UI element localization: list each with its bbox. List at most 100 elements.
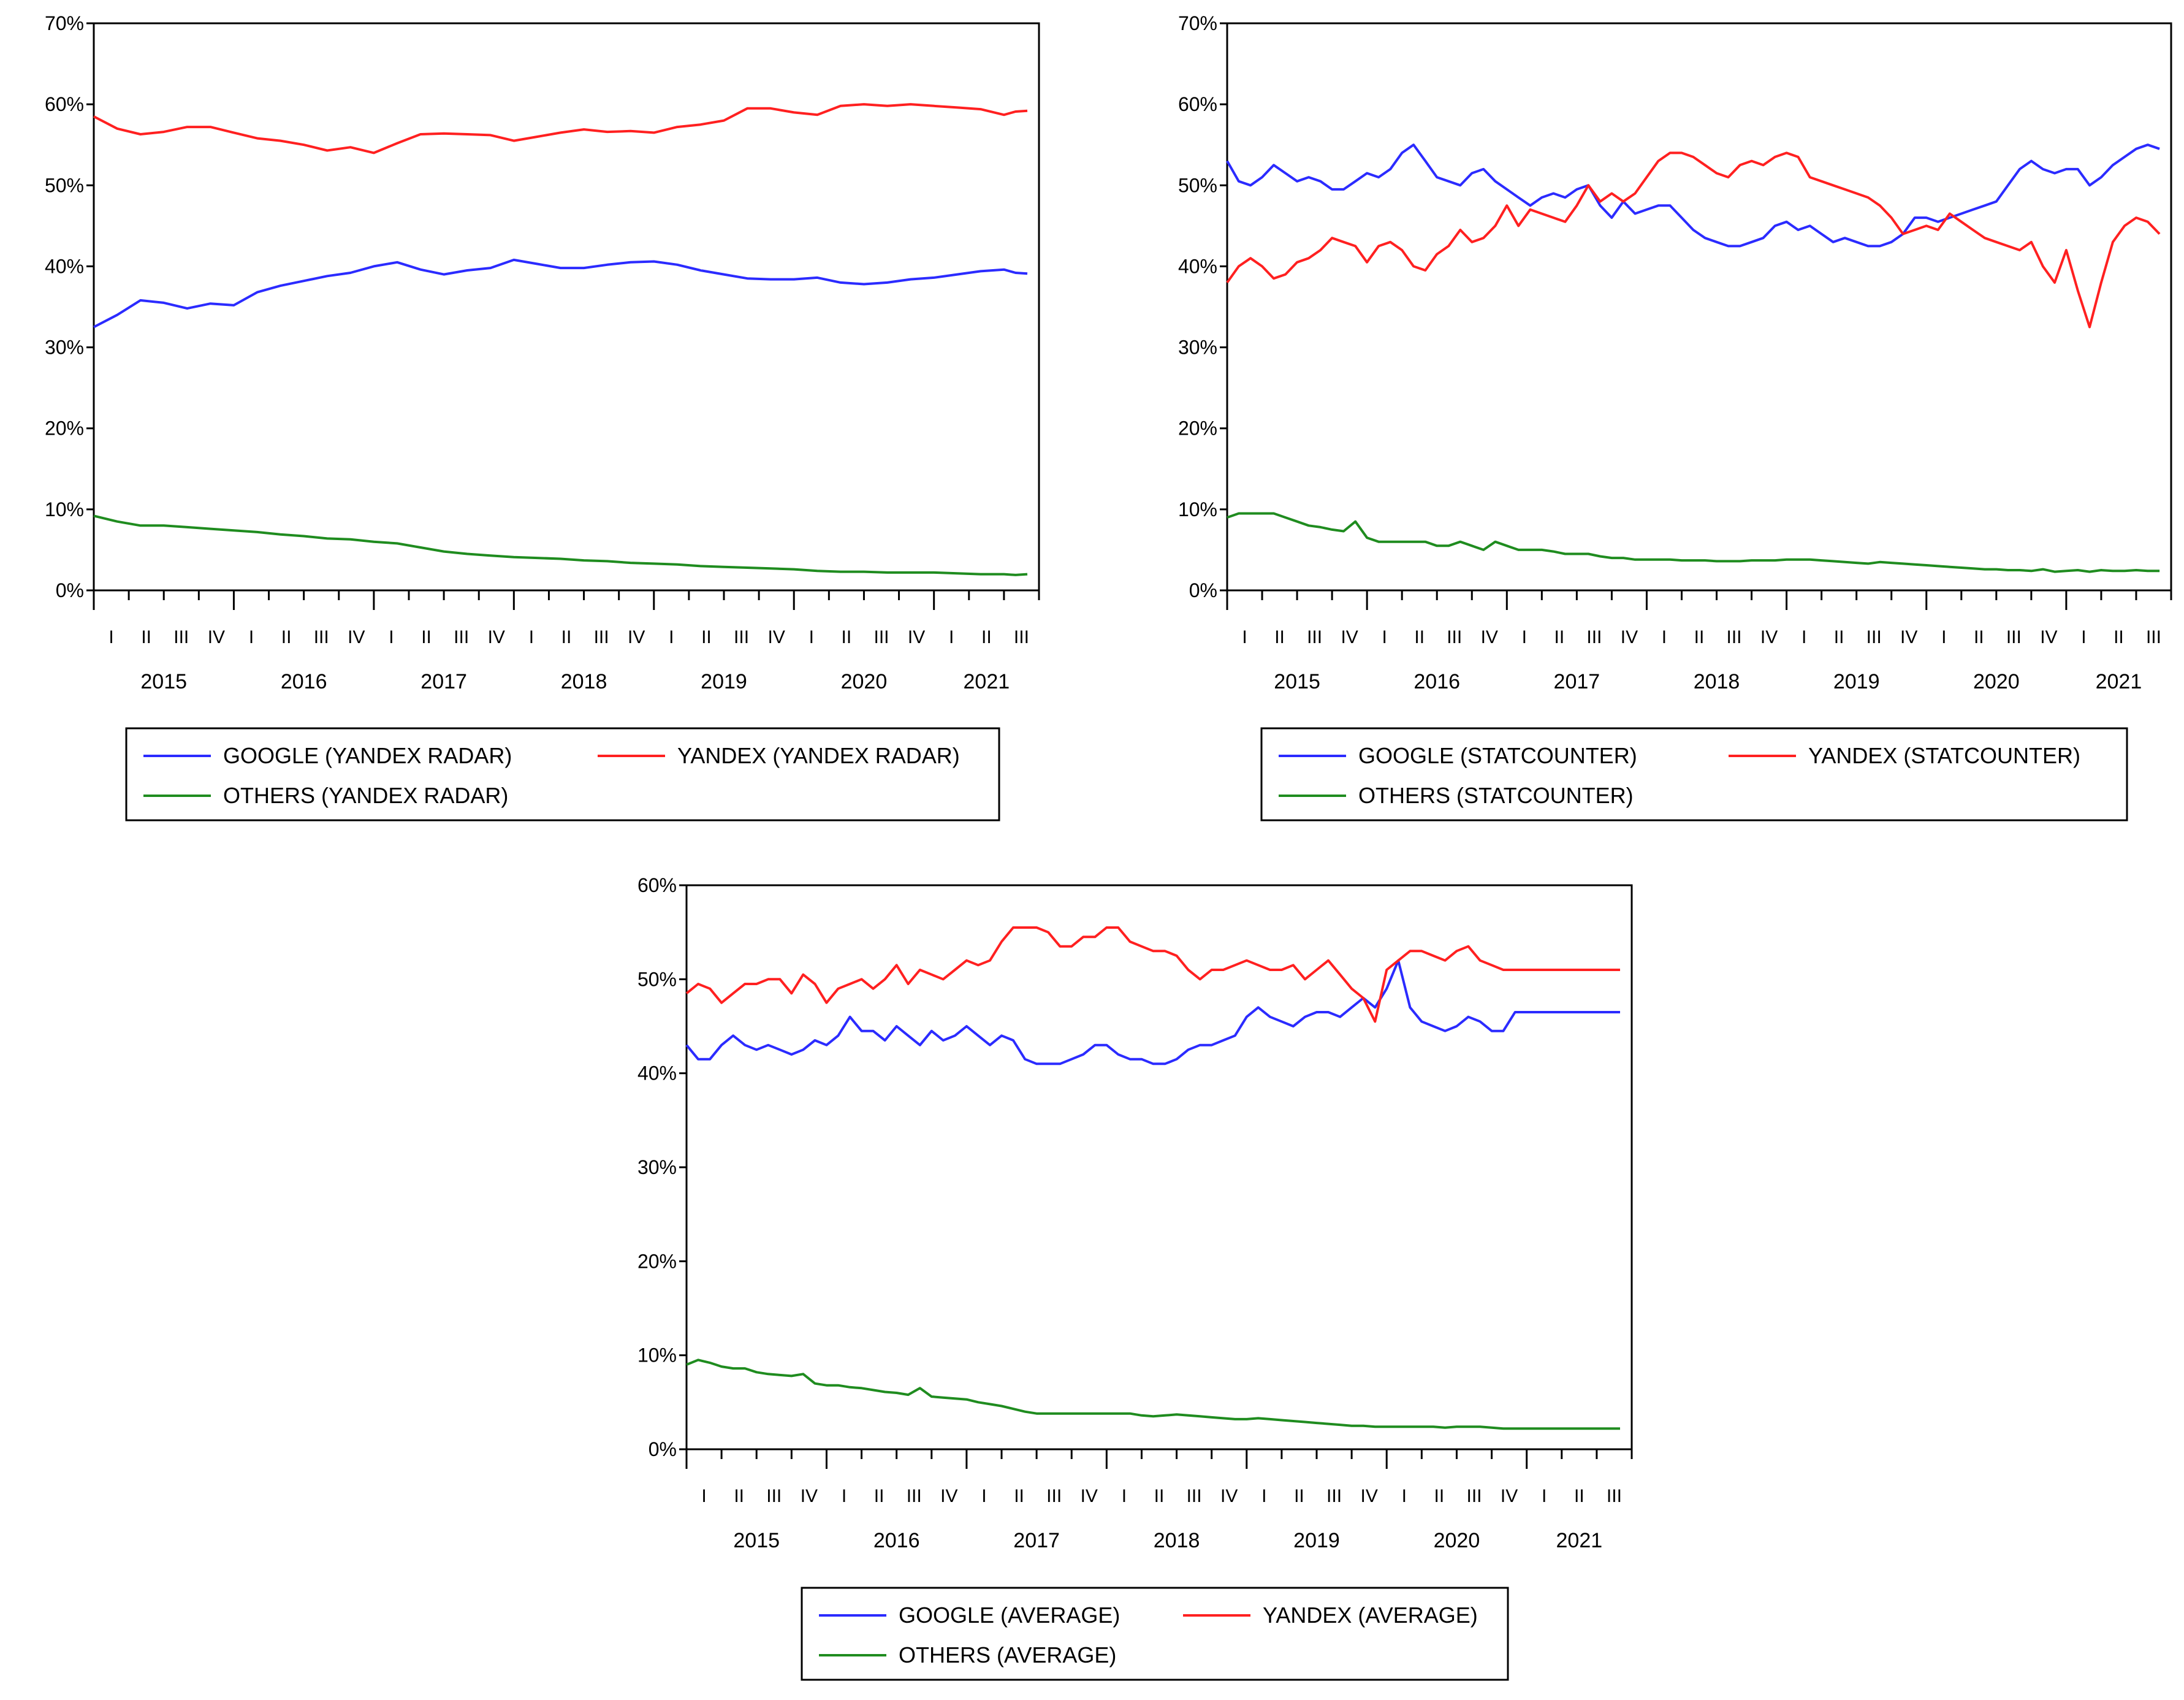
x-quarter-label: III bbox=[2006, 627, 2022, 647]
x-quarter-label: I bbox=[981, 1486, 986, 1506]
y-tick-label: 30% bbox=[45, 337, 84, 359]
x-quarter-label: IV bbox=[348, 627, 365, 647]
x-year-label: 2016 bbox=[1414, 670, 1460, 693]
x-quarter-label: III bbox=[734, 627, 749, 647]
x-quarter-label: III bbox=[873, 627, 889, 647]
series-line-yandex bbox=[1226, 151, 2161, 329]
x-quarter-label: IV bbox=[1900, 627, 1917, 647]
x-year-label: 2017 bbox=[1554, 670, 1600, 693]
x-year-label: 2019 bbox=[701, 670, 747, 693]
x-quarter-label: III bbox=[1046, 1486, 1062, 1506]
plot-frame bbox=[1226, 22, 2172, 592]
y-tick-label: 10% bbox=[45, 498, 84, 520]
x-quarter-label: II bbox=[281, 627, 292, 647]
x-year-label: 2016 bbox=[281, 670, 327, 693]
x-quarter-label: III bbox=[907, 1486, 922, 1506]
x-quarter-label: I bbox=[1382, 627, 1387, 647]
y-tick-label: 20% bbox=[1178, 417, 1217, 440]
x-quarter-label: II bbox=[1834, 627, 1844, 647]
y-tick-label: 40% bbox=[45, 255, 84, 277]
series-line-google bbox=[93, 258, 1028, 329]
x-quarter-label: III bbox=[1607, 1486, 1622, 1506]
x-year-label: 2015 bbox=[733, 1529, 780, 1552]
x-year-label: 2017 bbox=[1013, 1529, 1060, 1552]
x-quarter-label: I bbox=[1941, 627, 1946, 647]
x-quarter-label: II bbox=[1694, 627, 1705, 647]
y-tick-label: 60% bbox=[1178, 93, 1217, 115]
x-quarter-label: IV bbox=[628, 627, 645, 647]
x-quarter-label: IV bbox=[1341, 627, 1358, 647]
x-year-label: 2018 bbox=[1694, 670, 1740, 693]
y-tick-label: 30% bbox=[637, 1156, 677, 1178]
x-quarter-label: II bbox=[1294, 1486, 1304, 1506]
x-quarter-label: IV bbox=[1081, 1486, 1098, 1506]
x-quarter-label: IV bbox=[2040, 627, 2057, 647]
x-year-label: 2020 bbox=[1434, 1529, 1480, 1552]
x-quarter-label: IV bbox=[1220, 1486, 1238, 1506]
x-quarter-label: II bbox=[1974, 627, 1984, 647]
x-quarter-label: III bbox=[454, 627, 469, 647]
x-quarter-label: I bbox=[1542, 1486, 1547, 1506]
x-quarter-label: IV bbox=[1481, 627, 1498, 647]
y-tick-label: 60% bbox=[637, 874, 677, 896]
series-line-google bbox=[1226, 143, 2160, 248]
x-year-label: 2015 bbox=[140, 670, 187, 693]
x-year-label: 2017 bbox=[420, 670, 467, 693]
x-quarter-label: III bbox=[1466, 1486, 1482, 1506]
legend-box bbox=[125, 727, 1000, 821]
y-tick-label: 60% bbox=[45, 93, 84, 115]
series-line-yandex bbox=[93, 103, 1028, 154]
y-tick-label: 70% bbox=[1178, 12, 1217, 34]
y-tick-label: 50% bbox=[1178, 174, 1217, 196]
legend-label: GOOGLE (STATCOUNTER) bbox=[1358, 743, 1637, 768]
x-quarter-label: IV bbox=[1501, 1486, 1518, 1506]
x-quarter-label: II bbox=[1274, 627, 1285, 647]
x-year-label: 2016 bbox=[873, 1529, 920, 1552]
series-line-others bbox=[93, 514, 1028, 576]
legend-label: OTHERS (AVERAGE) bbox=[899, 1642, 1116, 1668]
legend-box bbox=[801, 1587, 1509, 1681]
x-quarter-label: II bbox=[561, 627, 572, 647]
x-quarter-label: III bbox=[1727, 627, 1742, 647]
x-quarter-label: II bbox=[1154, 1486, 1165, 1506]
panel-yandex-radar: 0%10%20%30%40%50%60%70%I II III IV I II III IV I… bbox=[45, 12, 1040, 821]
x-quarter-label: IV bbox=[908, 627, 925, 647]
x-quarter-label: III bbox=[1447, 627, 1462, 647]
x-quarter-label: III bbox=[1866, 627, 1882, 647]
y-tick-label: 20% bbox=[45, 417, 84, 440]
y-tick-label: 50% bbox=[45, 174, 84, 196]
x-quarter-label: I bbox=[1802, 627, 1806, 647]
x-quarter-label: III bbox=[2146, 627, 2161, 647]
x-quarter-label: III bbox=[1586, 627, 1602, 647]
panel-statcounter: 0%10%20%30%40%50%60%70%I II III IV I II III IV I… bbox=[1178, 12, 2172, 821]
legend-label: YANDEX (AVERAGE) bbox=[1263, 1603, 1478, 1628]
x-quarter-label: I bbox=[809, 627, 814, 647]
x-quarter-label: I bbox=[1402, 1486, 1407, 1506]
x-year-label: 2019 bbox=[1833, 670, 1880, 693]
x-quarter-label: II bbox=[141, 627, 151, 647]
y-tick-label: 40% bbox=[637, 1062, 677, 1084]
x-quarter-label: IV bbox=[208, 627, 225, 647]
y-tick-label: 40% bbox=[1178, 255, 1217, 277]
x-quarter-label: III bbox=[314, 627, 329, 647]
panel-average: 0%10%20%30%40%50%60%I II III IV I II III IV I II I… bbox=[637, 874, 1633, 1681]
x-quarter-label: III bbox=[1307, 627, 1322, 647]
x-quarter-label: I bbox=[1522, 627, 1527, 647]
plot-frame bbox=[685, 884, 1633, 1450]
x-year-label: 2018 bbox=[561, 670, 607, 693]
x-quarter-label: IV bbox=[488, 627, 505, 647]
x-quarter-label: II bbox=[2114, 627, 2124, 647]
x-quarter-label: IV bbox=[940, 1486, 957, 1506]
series-line-others bbox=[686, 1359, 1620, 1430]
y-tick-label: 10% bbox=[1178, 498, 1217, 520]
x-year-label: 2021 bbox=[964, 670, 1010, 693]
x-quarter-label: I bbox=[1261, 1486, 1266, 1506]
legend-box bbox=[1260, 727, 2128, 821]
x-quarter-label: III bbox=[594, 627, 609, 647]
y-tick-label: 20% bbox=[637, 1250, 677, 1272]
x-year-label: 2015 bbox=[1274, 670, 1320, 693]
y-tick-label: 70% bbox=[45, 12, 84, 34]
x-quarter-label: IV bbox=[767, 627, 785, 647]
x-quarter-label: IV bbox=[1621, 627, 1638, 647]
